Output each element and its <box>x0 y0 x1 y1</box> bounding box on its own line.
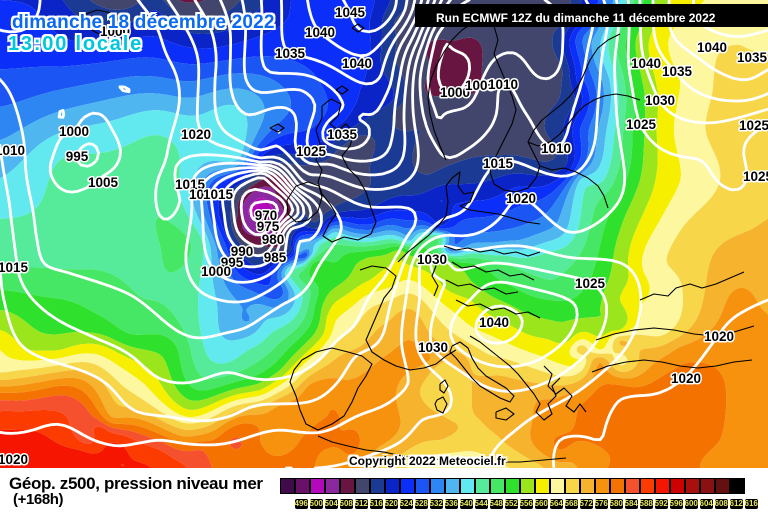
svg-text:1030: 1030 <box>417 252 447 267</box>
svg-text:1040: 1040 <box>479 315 509 330</box>
svg-text:1025: 1025 <box>296 144 327 159</box>
svg-text:1040: 1040 <box>305 25 335 40</box>
svg-text:1030: 1030 <box>418 340 448 355</box>
svg-text:1025: 1025 <box>575 276 606 291</box>
svg-text:995: 995 <box>221 255 244 270</box>
svg-text:990: 990 <box>231 244 254 259</box>
svg-text:1020: 1020 <box>704 329 734 344</box>
svg-text:1005: 1005 <box>88 175 119 190</box>
svg-text:1035: 1035 <box>662 64 693 79</box>
svg-text:1040: 1040 <box>631 56 661 71</box>
svg-text:985: 985 <box>264 250 287 265</box>
svg-text:1040: 1040 <box>697 40 727 55</box>
svg-text:970: 970 <box>255 208 278 223</box>
svg-text:975: 975 <box>257 219 280 234</box>
svg-text:1035: 1035 <box>275 46 306 61</box>
svg-text:1015: 1015 <box>175 177 206 192</box>
svg-text:1010: 1010 <box>541 141 571 156</box>
svg-text:1035: 1035 <box>327 127 358 142</box>
svg-text:1020: 1020 <box>0 452 28 467</box>
svg-text:1010: 1010 <box>488 77 518 92</box>
svg-text:1010: 1010 <box>189 187 219 202</box>
svg-text:1015: 1015 <box>483 156 514 171</box>
svg-text:1015: 1015 <box>0 260 29 275</box>
svg-text:1020: 1020 <box>181 127 211 142</box>
svg-text:1000: 1000 <box>59 124 89 139</box>
svg-text:1000: 1000 <box>440 85 470 100</box>
svg-text:1030: 1030 <box>645 93 675 108</box>
svg-text:1000: 1000 <box>100 24 130 39</box>
svg-text:1000: 1000 <box>201 264 231 279</box>
svg-text:1025: 1025 <box>626 117 657 132</box>
svg-text:1025: 1025 <box>739 118 768 133</box>
svg-text:1010: 1010 <box>0 143 25 158</box>
svg-text:1015: 1015 <box>203 187 234 202</box>
svg-text:1025: 1025 <box>743 169 768 184</box>
svg-text:980: 980 <box>262 232 285 247</box>
svg-text:1005: 1005 <box>465 78 496 93</box>
svg-text:1020: 1020 <box>671 371 701 386</box>
svg-text:995: 995 <box>66 149 89 164</box>
svg-text:1040: 1040 <box>342 56 372 71</box>
svg-text:1020: 1020 <box>506 191 536 206</box>
svg-text:1045: 1045 <box>335 5 366 20</box>
svg-text:1035: 1035 <box>737 50 768 65</box>
